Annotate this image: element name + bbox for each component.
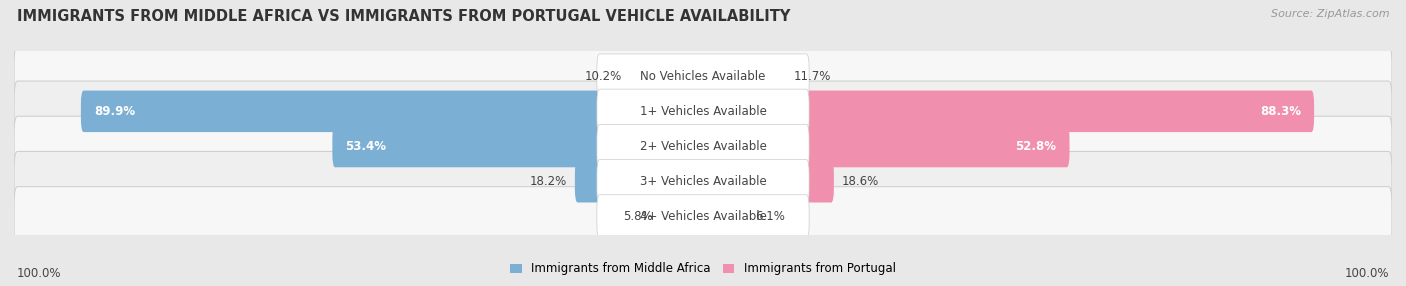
Text: 100.0%: 100.0% <box>17 267 62 280</box>
FancyBboxPatch shape <box>14 116 1392 177</box>
Text: 1+ Vehicles Available: 1+ Vehicles Available <box>640 105 766 118</box>
Text: 4+ Vehicles Available: 4+ Vehicles Available <box>640 210 766 223</box>
Text: 10.2%: 10.2% <box>585 69 623 83</box>
Text: 5.8%: 5.8% <box>623 210 652 223</box>
FancyBboxPatch shape <box>14 187 1392 247</box>
FancyBboxPatch shape <box>598 89 808 134</box>
FancyBboxPatch shape <box>804 91 1315 132</box>
Text: 11.7%: 11.7% <box>794 69 831 83</box>
FancyBboxPatch shape <box>14 46 1392 106</box>
FancyBboxPatch shape <box>598 160 808 204</box>
FancyBboxPatch shape <box>575 161 602 202</box>
Text: 53.4%: 53.4% <box>346 140 387 153</box>
FancyBboxPatch shape <box>82 91 602 132</box>
Text: Source: ZipAtlas.com: Source: ZipAtlas.com <box>1271 9 1389 19</box>
FancyBboxPatch shape <box>332 126 602 167</box>
FancyBboxPatch shape <box>598 124 808 169</box>
Text: 3+ Vehicles Available: 3+ Vehicles Available <box>640 175 766 188</box>
FancyBboxPatch shape <box>598 54 808 98</box>
FancyBboxPatch shape <box>14 81 1392 142</box>
Text: 89.9%: 89.9% <box>94 105 135 118</box>
Text: 2+ Vehicles Available: 2+ Vehicles Available <box>640 140 766 153</box>
Text: 18.6%: 18.6% <box>841 175 879 188</box>
Text: 100.0%: 100.0% <box>1344 267 1389 280</box>
Text: 18.2%: 18.2% <box>530 175 567 188</box>
FancyBboxPatch shape <box>804 126 1070 167</box>
Text: 88.3%: 88.3% <box>1260 105 1301 118</box>
Text: IMMIGRANTS FROM MIDDLE AFRICA VS IMMIGRANTS FROM PORTUGAL VEHICLE AVAILABILITY: IMMIGRANTS FROM MIDDLE AFRICA VS IMMIGRA… <box>17 9 790 23</box>
Legend: Immigrants from Middle Africa, Immigrants from Portugal: Immigrants from Middle Africa, Immigrant… <box>505 258 901 280</box>
Text: No Vehicles Available: No Vehicles Available <box>640 69 766 83</box>
Text: 6.1%: 6.1% <box>755 210 785 223</box>
FancyBboxPatch shape <box>14 152 1392 212</box>
FancyBboxPatch shape <box>804 161 834 202</box>
FancyBboxPatch shape <box>598 195 808 239</box>
Text: 52.8%: 52.8% <box>1015 140 1056 153</box>
